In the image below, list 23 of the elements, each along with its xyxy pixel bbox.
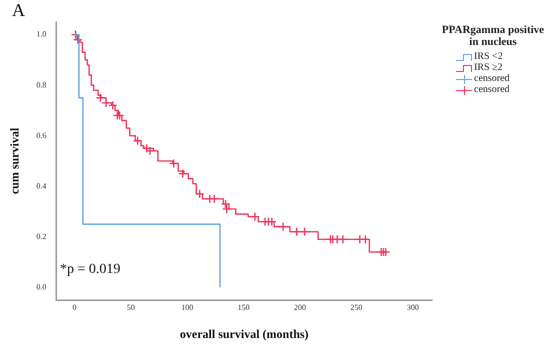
x-tick-label: 100 — [181, 302, 194, 312]
legend-label: censored — [474, 73, 510, 84]
text: A — [12, 0, 25, 21]
legend-label: IRS ≥2 — [474, 62, 503, 73]
x-tick-label: 0 — [72, 302, 76, 312]
y-tick-label: 0.4 — [36, 181, 46, 190]
legend-label: censored — [474, 84, 510, 95]
x-tick-label: 150 — [238, 302, 250, 312]
y-tick-label: 0.8 — [36, 80, 46, 90]
x-tick-label: 250 — [350, 302, 362, 312]
x-tick-label: 200 — [294, 302, 306, 312]
y-tick-label: 0.2 — [36, 232, 46, 241]
y-tick-label: 0.0 — [36, 282, 46, 292]
y-tick-label: 1.0 — [36, 30, 46, 39]
x-tick-label: 50 — [126, 302, 135, 312]
legend-label: IRS <2 — [474, 51, 503, 62]
y-tick-label: 0.6 — [36, 130, 46, 140]
y-axis-title: cum survival — [7, 127, 22, 194]
annotation: *p = 0.019 — [60, 262, 120, 278]
x-axis-title: overall survival (months) — [180, 326, 309, 341]
legend-title: PPARgamma positive in nucleus — [440, 24, 546, 48]
x-tick-label: 300 — [406, 302, 419, 312]
point — [114, 110, 124, 120]
